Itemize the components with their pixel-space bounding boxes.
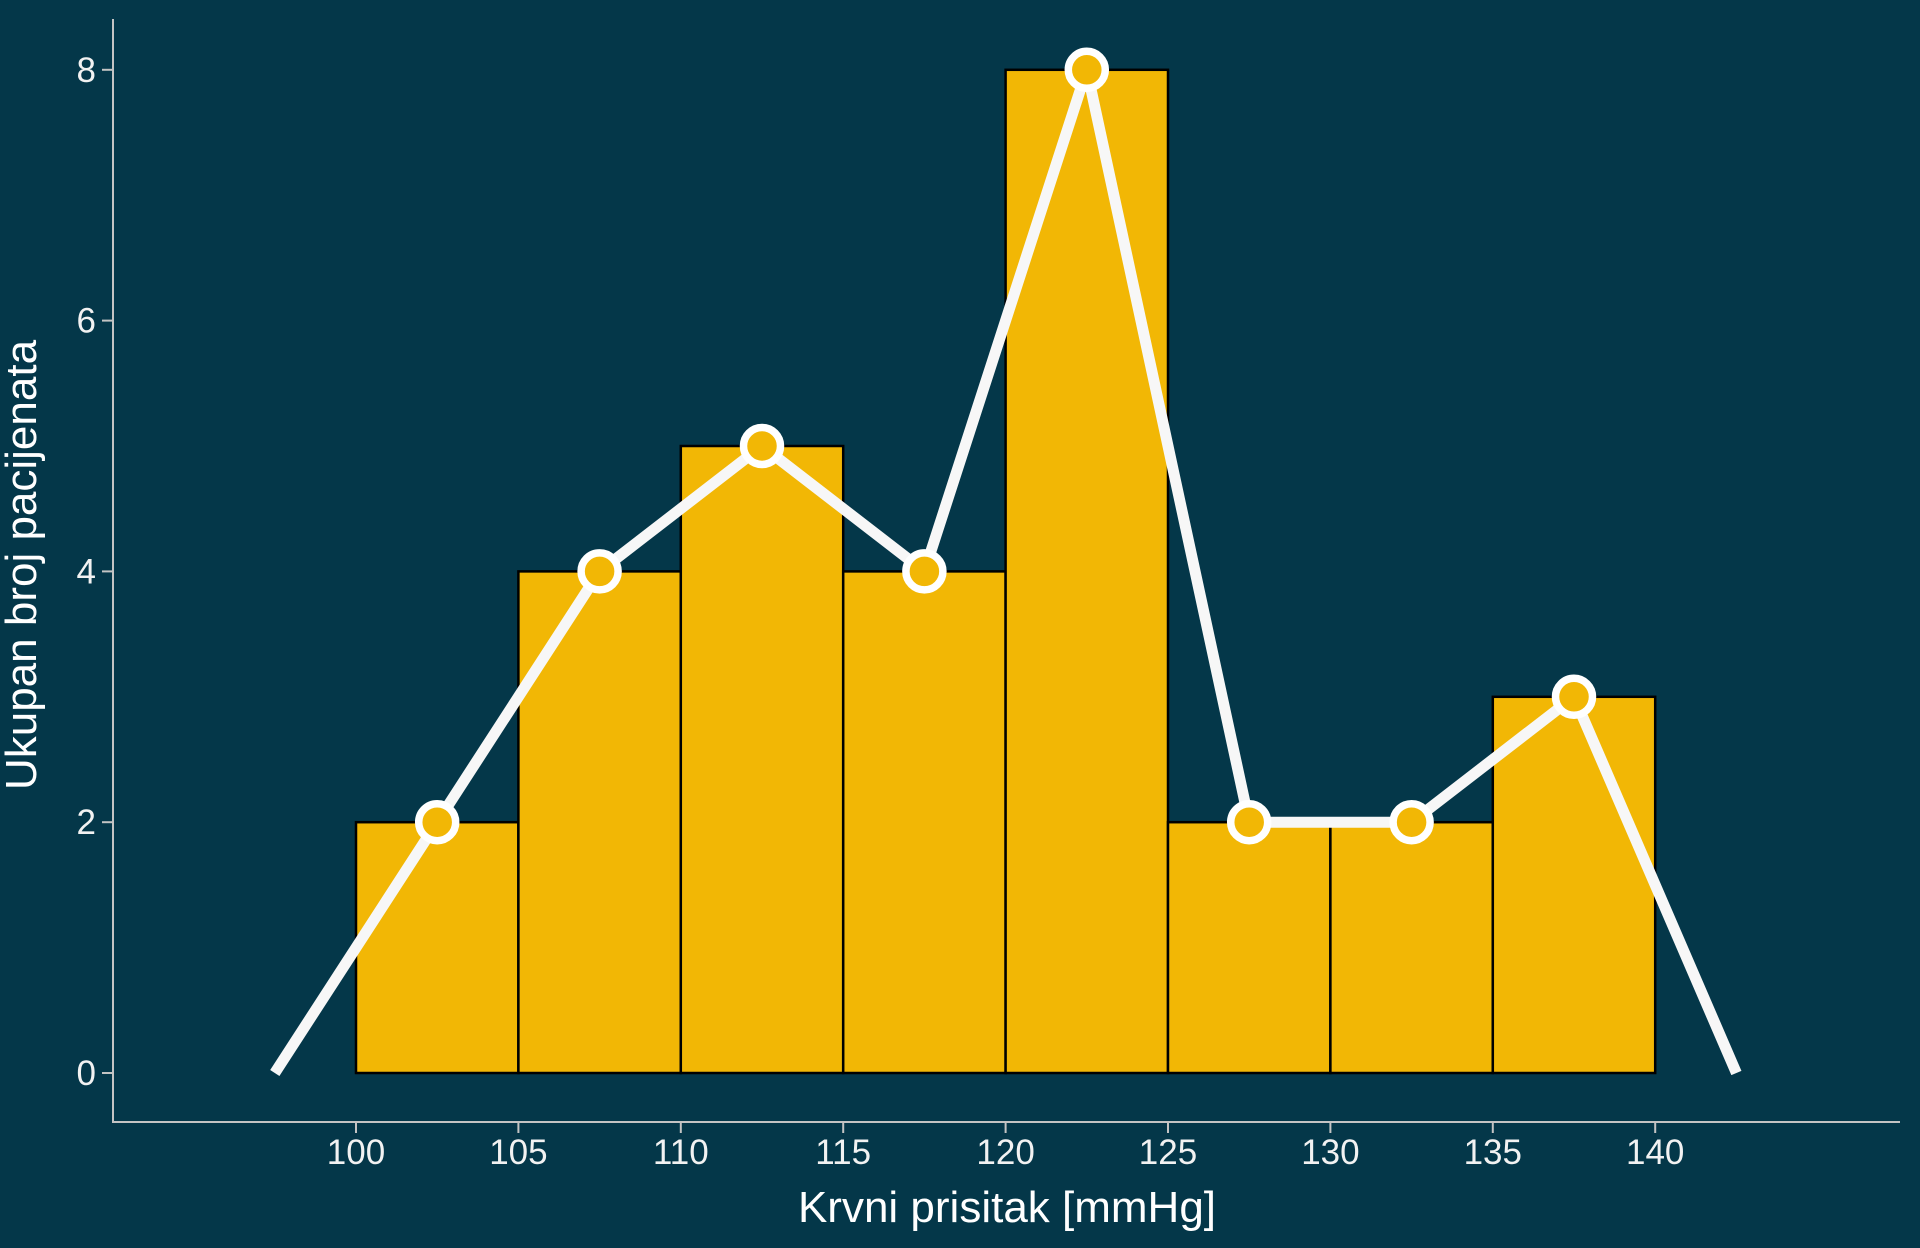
marker-112.5 [739, 423, 785, 469]
y-axis-label: Ukupan broj pacijenata [0, 339, 46, 790]
y-tick-label-4: 4 [77, 552, 96, 591]
bars-layer [354, 68, 1657, 1075]
bar-115-120 [841, 570, 1007, 1075]
x-tick-label-140: 140 [1626, 1133, 1684, 1172]
marker-122.5 [1064, 47, 1110, 93]
frequency-polygon [270, 64, 1742, 1076]
x-tick-label-115: 115 [815, 1133, 871, 1172]
axis-spines [112, 19, 1900, 1123]
marker-102.5 [414, 799, 460, 845]
y-tick-label-8: 8 [77, 51, 96, 90]
marker-127.5 [1226, 799, 1272, 845]
bar-105-110 [517, 570, 683, 1075]
x-tick-label-135: 135 [1464, 1133, 1522, 1172]
frequency-polygon-layer [270, 47, 1742, 1076]
marker-117.5 [902, 549, 947, 594]
x-tick-label-130: 130 [1301, 1133, 1359, 1172]
bar-110-115 [679, 444, 845, 1075]
y-tick-label-2: 2 [77, 803, 96, 842]
bar-120-125 [1004, 68, 1170, 1075]
x-axis-label: Krvni prisitak [mmHg] [798, 1183, 1216, 1232]
axes-layer: 100 105 110 115 120 125 130 135 140 0 2 4 6 8 [77, 19, 1900, 1172]
x-tick-label-110: 110 [653, 1133, 709, 1172]
marker-137.5 [1551, 674, 1597, 720]
bar-130-135 [1329, 820, 1495, 1075]
x-tick-label-100: 100 [327, 1133, 385, 1172]
marker-132.5 [1389, 799, 1434, 845]
marker-107.5 [577, 549, 622, 594]
bar-125-130 [1166, 820, 1332, 1075]
x-tick-label-105: 105 [489, 1133, 547, 1172]
bar-135-140 [1491, 695, 1657, 1075]
bar-100-105 [354, 820, 520, 1075]
y-tick-label-6: 6 [77, 302, 96, 341]
y-tick-label-0: 0 [77, 1054, 96, 1093]
x-tick-label-120: 120 [976, 1133, 1034, 1172]
x-tick-label-125: 125 [1139, 1133, 1197, 1172]
